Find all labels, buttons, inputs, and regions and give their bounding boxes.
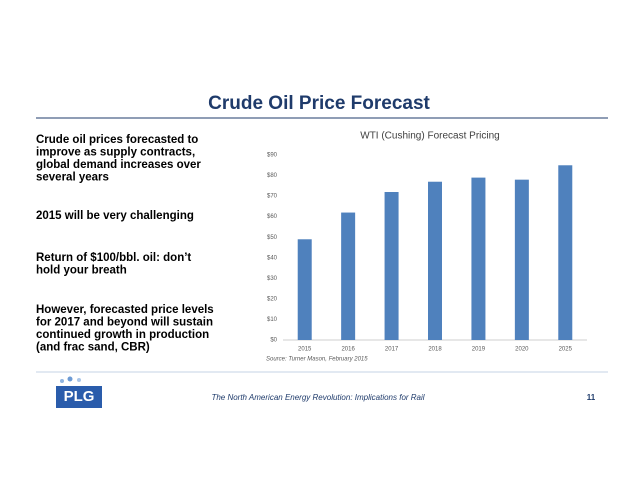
y-tick-label: $50 <box>267 235 278 241</box>
bullet-line: several years <box>36 172 109 184</box>
logo-box <box>56 386 102 408</box>
slide-title: Crude Oil Price Forecast <box>208 93 430 114</box>
y-tick-label: $80 <box>267 173 278 179</box>
bullet-line: Return of $100/bbl. oil: don’t <box>36 252 191 264</box>
x-tick-label: 2016 <box>341 347 355 353</box>
y-tick-label: $70 <box>267 194 278 200</box>
bullet-line: However, forecasted price levels <box>36 304 214 316</box>
bar <box>471 177 486 340</box>
logo-dot <box>77 378 81 382</box>
chart-title: WTI (Cushing) Forecast Pricing <box>360 131 499 142</box>
x-tick-label: 2018 <box>428 347 442 353</box>
y-tick-label: $0 <box>270 338 277 344</box>
x-tick-label: 2019 <box>472 347 486 353</box>
footer-text: The North American Energy Revolution: Im… <box>211 393 424 402</box>
logo-dot <box>67 376 73 382</box>
y-tick-label: $30 <box>267 276 278 282</box>
bullet-line: continued growth in production <box>36 329 209 341</box>
bullet-line: improve as supply contracts, <box>36 147 195 159</box>
bullet-line: 2015 will be very challenging <box>36 210 194 222</box>
x-tick-label: 2020 <box>515 347 529 353</box>
bar <box>341 212 356 340</box>
x-tick-label: 2025 <box>559 347 573 353</box>
bullet-line: hold your breath <box>36 265 127 277</box>
y-tick-label: $90 <box>267 153 278 159</box>
logo-dot <box>60 379 64 383</box>
chart-source: Source: Turner Mason, February 2015 <box>266 357 368 363</box>
y-tick-label: $20 <box>267 296 278 302</box>
bullet-line: Crude oil prices forecasted to <box>36 134 198 146</box>
page-number: 11 <box>587 393 596 402</box>
bar <box>514 179 529 340</box>
bar <box>384 192 399 340</box>
x-tick-label: 2017 <box>385 347 399 353</box>
x-tick-label: 2015 <box>298 347 312 353</box>
bar <box>297 239 312 340</box>
y-tick-label: $10 <box>267 317 278 323</box>
bullet-line: (and frac sand, CBR) <box>36 342 150 354</box>
bullet-line: for 2017 and beyond will sustain <box>36 317 213 329</box>
logo-text: PLG <box>64 388 95 405</box>
bar <box>558 165 573 340</box>
y-tick-label: $60 <box>267 214 278 220</box>
bar <box>428 181 442 340</box>
y-tick-label: $40 <box>267 255 278 261</box>
bullet-line: global demand increases over <box>36 159 201 171</box>
